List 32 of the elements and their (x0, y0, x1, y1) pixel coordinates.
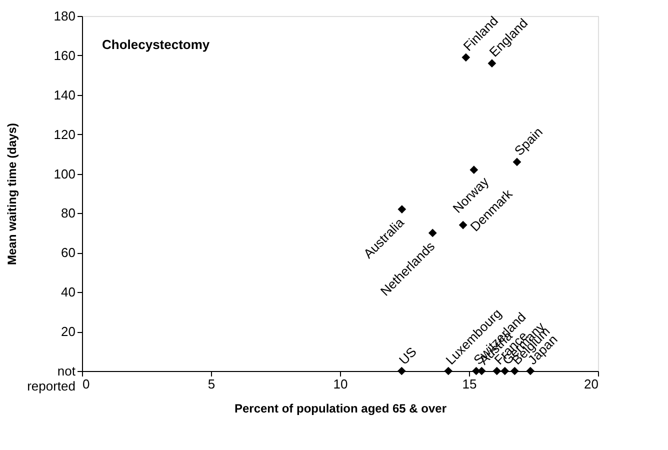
y-tick-label: 40 (61, 284, 76, 300)
x-axis-title: Percent of population aged 65 & over (234, 402, 447, 416)
y-tick-label: 160 (54, 48, 76, 63)
point (512, 158, 522, 166)
y-tick-label: 140 (54, 87, 76, 102)
y-tick-label: 180 (54, 8, 76, 24)
point (458, 220, 468, 230)
point (526, 366, 535, 376)
y-tick-label: not reported (27, 364, 76, 394)
y-tick-label: 100 (54, 166, 76, 182)
x-tick-label: 20 (584, 376, 598, 392)
text: Cholecystectomy (102, 37, 210, 52)
y-tick-label: 80 (61, 206, 76, 221)
point (398, 205, 406, 214)
y-tick-label: 120 (54, 126, 76, 142)
point (488, 59, 496, 68)
x-tick-label: 15 (462, 376, 477, 392)
point (397, 366, 406, 376)
y-axis-title: Mean waiting time (days) (5, 122, 20, 266)
point (462, 53, 470, 62)
x-tick-label: 5 (208, 376, 216, 392)
point (500, 366, 510, 376)
point (428, 228, 437, 238)
x-tick-label: 0 (82, 376, 90, 392)
y-tick-label: 20 (61, 324, 76, 340)
annotation: US (396, 344, 420, 368)
point (492, 366, 502, 376)
x-tick-label: 10 (333, 376, 348, 392)
point (510, 366, 519, 376)
point (444, 366, 453, 376)
y-tick-label: 60 (61, 245, 76, 260)
point (470, 166, 478, 174)
